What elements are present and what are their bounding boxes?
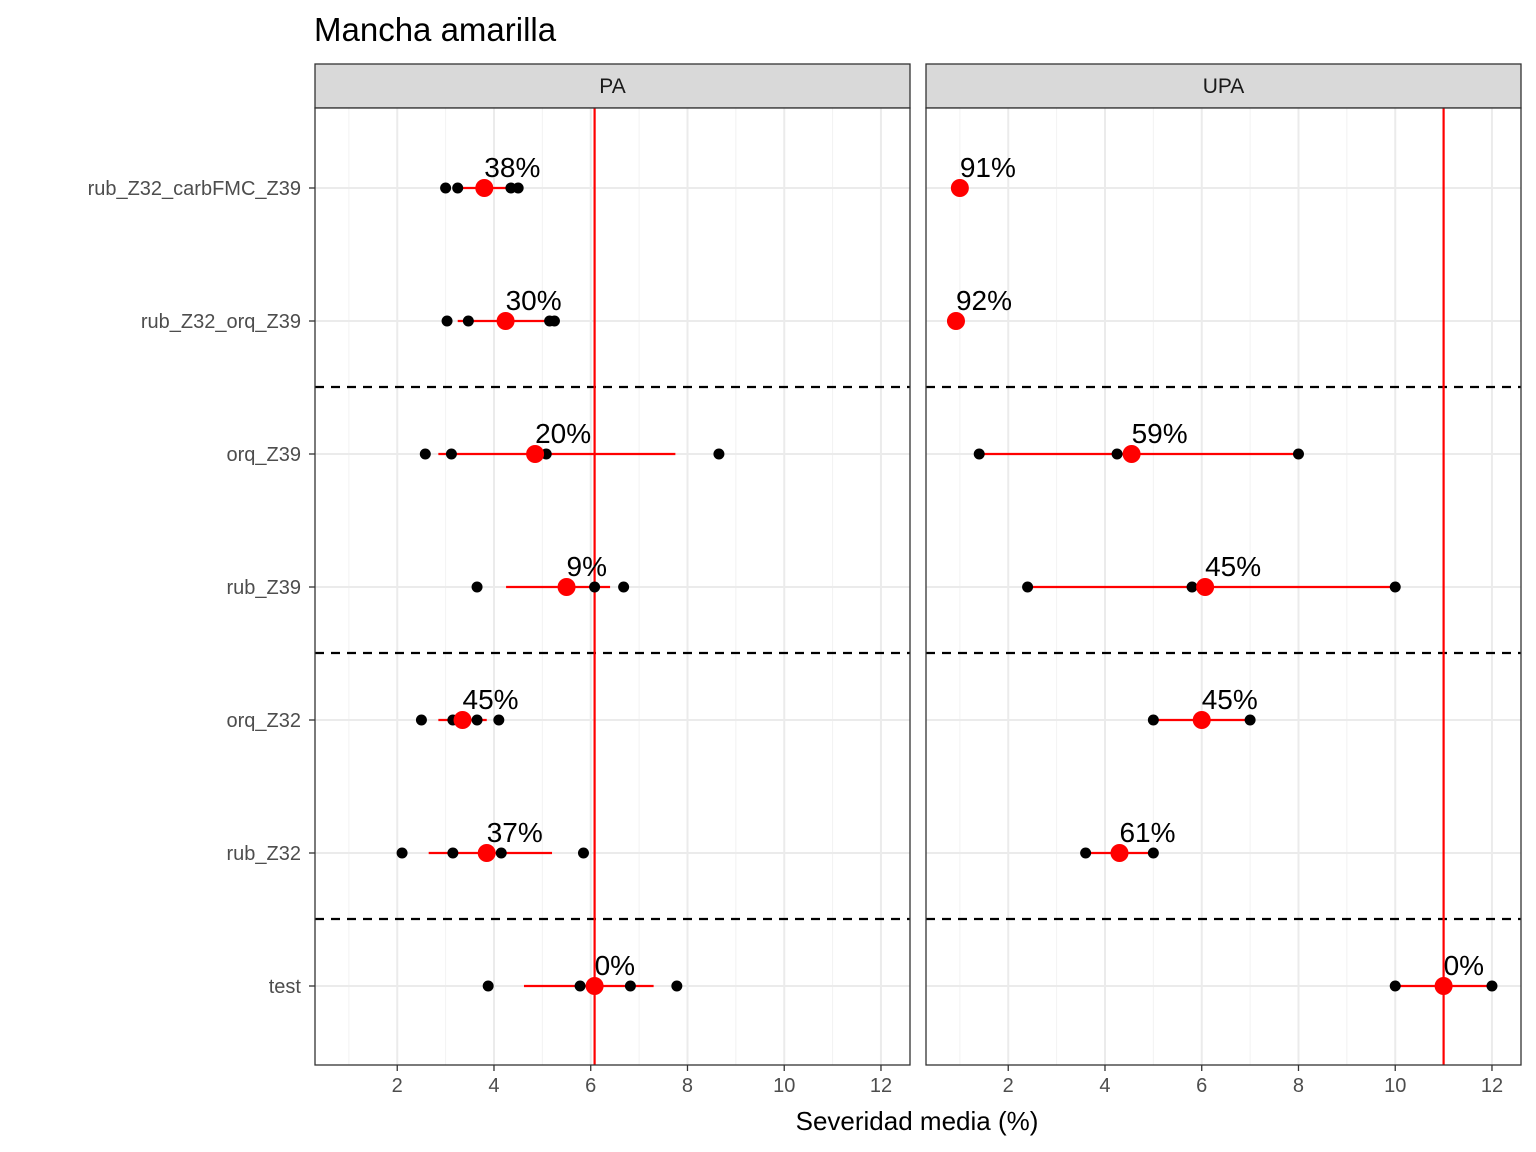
y-tick-label: rub_Z32_carbFMC_Z39 [88,178,301,200]
data-point [471,581,483,593]
data-point [713,448,725,460]
y-tick-label: rub_Z32 [227,843,302,865]
data-point [1186,581,1198,593]
x-tick-label: 10 [1384,1075,1406,1097]
data-point [1022,581,1034,593]
reduction-label: 0% [1444,950,1484,981]
mean-point [1196,578,1215,596]
data-point [441,315,453,327]
x-tick-label: 6 [1196,1075,1207,1097]
data-point [577,847,589,859]
data-point [447,847,459,859]
panel-strip-label: UPA [1203,75,1245,98]
data-point [452,182,464,194]
x-tick-label: 8 [1293,1075,1304,1097]
data-point [1244,714,1256,726]
x-tick-label: 12 [870,1075,892,1097]
y-tick-label: orq_Z39 [227,444,302,466]
data-point [1080,847,1092,859]
y-tick-label: test [269,976,302,998]
panel-upa: UPA 91% 92% 59% 45% 45% 61% 0% 2 4 6 8 10 12 [925,63,1522,1097]
y-tick-label: orq_Z32 [227,710,302,732]
data-point [1389,581,1401,593]
x-tick-label: 10 [773,1075,795,1097]
y-tick-label: rub_Z32_orq_Z39 [141,311,301,333]
reduction-label: 45% [1202,684,1258,715]
mean-point [477,844,496,862]
x-tick-label: 2 [392,1075,403,1097]
reduction-label: 30% [506,285,562,316]
x-tick-label: 8 [682,1075,693,1097]
reduction-label: 45% [1205,551,1261,582]
mean-point [1122,445,1141,463]
x-tick-label: 12 [1481,1075,1503,1097]
panel-pa: PA 38% 30% 20% 9% 45% 37% 0% 2 4 6 8 10 12 [314,63,911,1097]
data-point [419,448,431,460]
mean-point [946,312,965,330]
data-point [618,581,630,593]
data-point [671,980,683,992]
x-tick-label: 6 [585,1075,596,1097]
x-tick-label: 2 [1003,1075,1014,1097]
reduction-label: 59% [1132,418,1188,449]
data-point [482,980,494,992]
chart-title: Mancha amarilla [314,11,557,48]
mean-point [1434,977,1453,995]
mean-point [950,179,969,197]
mean-point [1110,844,1129,862]
x-axis-title: Severidad media (%) [796,1106,1039,1136]
data-point [1147,847,1159,859]
data-point [1292,448,1304,460]
reduction-label: 38% [484,152,540,183]
mean-point [585,977,604,995]
data-point [574,980,586,992]
x-tick-label: 4 [1099,1075,1110,1097]
data-point [973,448,985,460]
data-point [512,182,524,194]
mean-point [453,711,472,729]
reduction-label: 20% [535,418,591,449]
data-point [495,847,507,859]
y-tick-label: rub_Z39 [227,577,302,599]
data-point [1111,448,1123,460]
reduction-label: 9% [567,551,607,582]
panel-strip [925,63,1522,109]
data-point [445,448,457,460]
mean-point [557,578,576,596]
reduction-label: 45% [463,684,519,715]
mean-point [496,312,515,330]
data-point [589,581,601,593]
mean-point [1192,711,1211,729]
data-point [396,847,408,859]
mean-point [475,179,494,197]
category-axis: rub_Z32_carbFMC_Z39 rub_Z32_orq_Z39 orq_Z3… [88,178,315,998]
reduction-label: 61% [1119,817,1175,848]
data-point [624,980,636,992]
data-point [471,714,483,726]
reduction-label: 37% [487,817,543,848]
data-point [1147,714,1159,726]
mean-point [526,445,545,463]
data-point [462,315,474,327]
data-point [548,315,560,327]
data-point [440,182,452,194]
x-tick-label: 4 [488,1075,499,1097]
panel-border [925,107,1522,1066]
data-point [1389,980,1401,992]
data-point [415,714,427,726]
reduction-label: 91% [960,152,1016,183]
panel-strip-label: PA [599,75,625,98]
reduction-label: 0% [595,950,635,981]
reduction-label: 92% [956,285,1012,316]
data-point [493,714,505,726]
panel-strip [314,63,911,109]
data-point [1486,980,1498,992]
